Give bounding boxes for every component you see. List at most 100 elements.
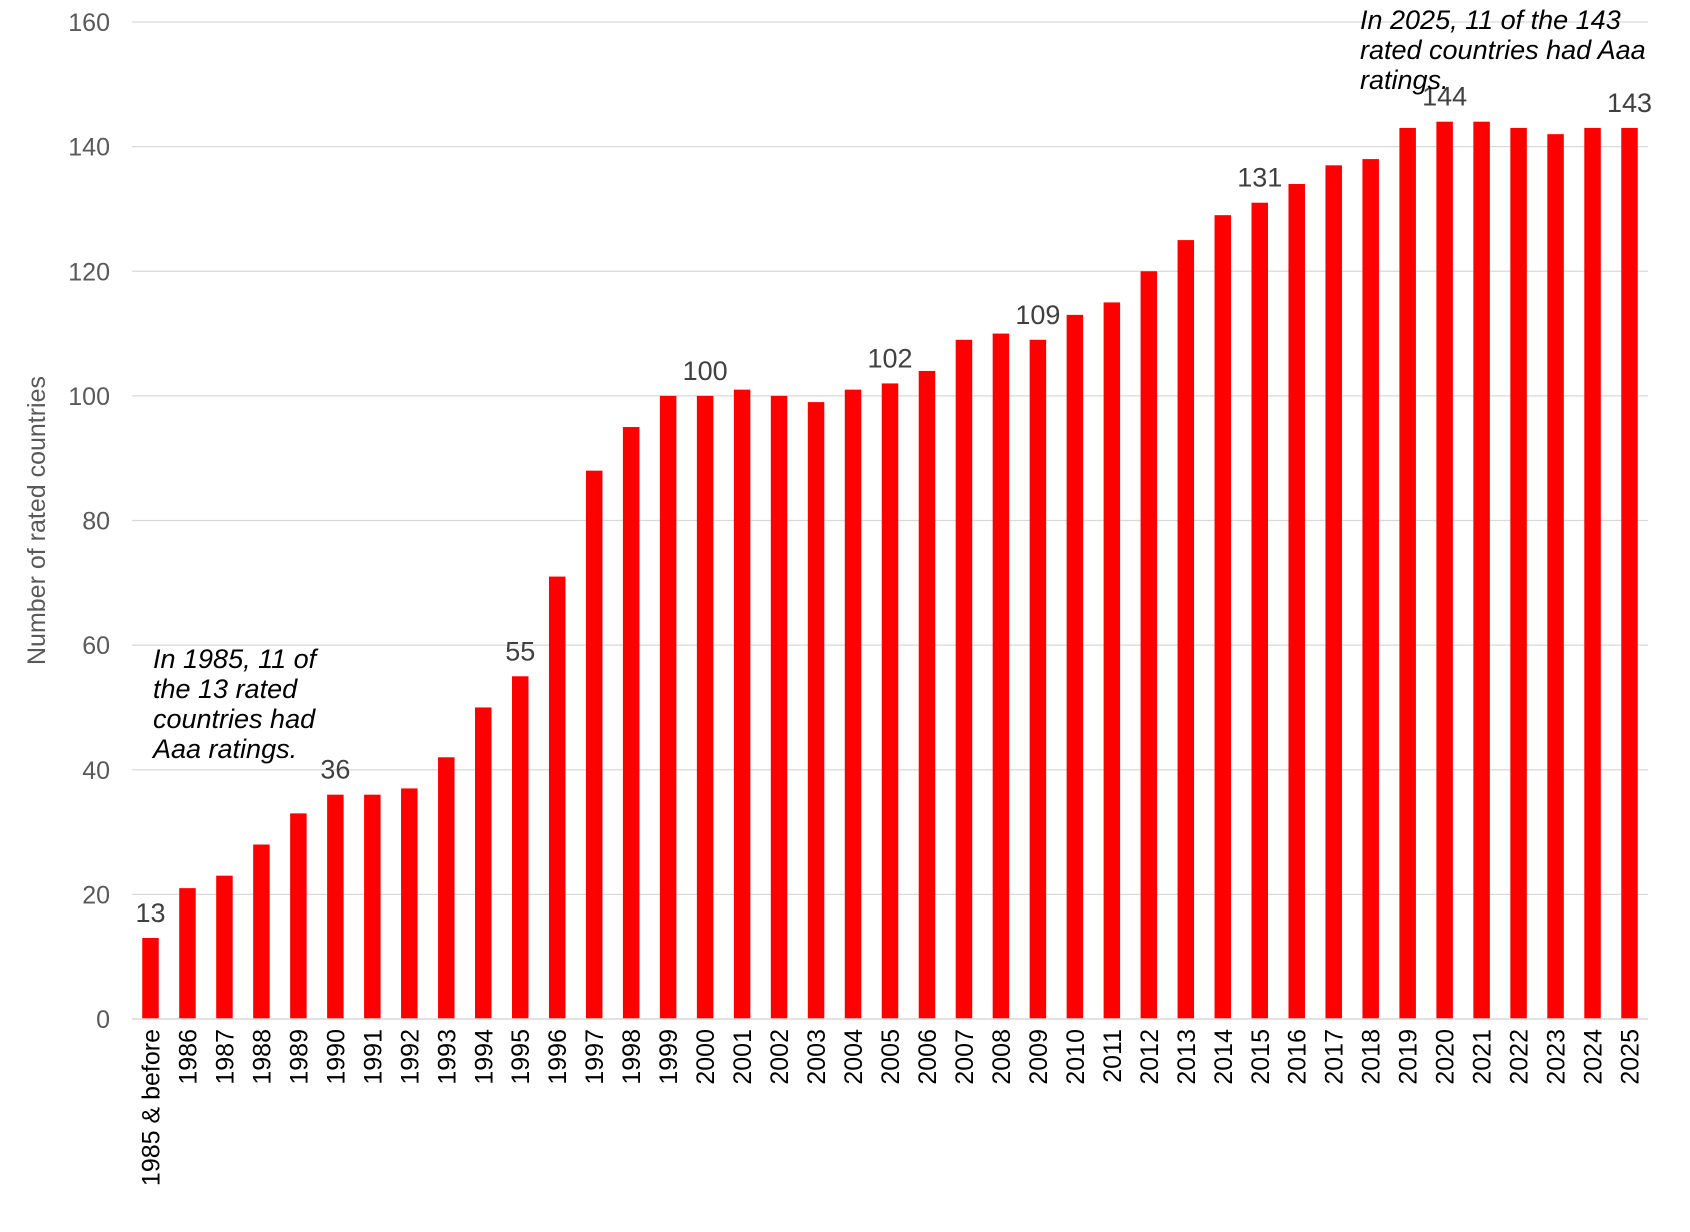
- annotation-line: ratings.: [1360, 65, 1449, 95]
- data-label: 102: [867, 343, 912, 373]
- x-tick-label: 2016: [1284, 1029, 1312, 1085]
- x-tick-label: 1989: [285, 1029, 313, 1085]
- x-tick-label: 2012: [1136, 1029, 1164, 1085]
- bar: [844, 389, 862, 1019]
- x-tick-label: 2010: [1062, 1029, 1090, 1085]
- annotation-line: Aaa ratings.: [151, 734, 297, 764]
- x-tick-label: 2013: [1173, 1029, 1201, 1085]
- x-tick-label: 2025: [1617, 1029, 1645, 1085]
- x-tick-label: 2006: [914, 1029, 942, 1085]
- x-tick-label: 2023: [1543, 1029, 1571, 1085]
- x-tick-label: 2007: [951, 1029, 979, 1085]
- bar: [253, 844, 270, 1019]
- data-label: 109: [1015, 300, 1060, 330]
- x-tick-label: 1999: [655, 1029, 683, 1085]
- x-tick-label: 1997: [581, 1029, 609, 1085]
- annotation-line: In 2025, 11 of the 143: [1360, 5, 1621, 35]
- bar: [1140, 271, 1158, 1019]
- x-tick-label: 2017: [1321, 1029, 1349, 1085]
- bar: [290, 813, 307, 1019]
- x-tick-label: 2008: [988, 1029, 1016, 1085]
- x-tick-label: 2002: [766, 1029, 794, 1085]
- bar: [1362, 159, 1379, 1019]
- bar: [1325, 165, 1342, 1020]
- x-tick-label: 2009: [1025, 1029, 1053, 1085]
- x-tick-label: 2021: [1469, 1029, 1497, 1085]
- y-tick-label: 160: [68, 9, 110, 37]
- bar: [1288, 184, 1305, 1019]
- bar: [1436, 121, 1453, 1019]
- x-tick-label: 1993: [433, 1029, 461, 1085]
- bar: [216, 875, 233, 1019]
- bar: [179, 888, 196, 1019]
- x-tick-label: 1995: [507, 1029, 535, 1085]
- bar: [622, 427, 640, 1019]
- x-tick-label: 2020: [1432, 1029, 1460, 1085]
- bar: [1103, 302, 1121, 1019]
- x-tick-label: 2011: [1099, 1029, 1127, 1083]
- y-tick-label: 0: [96, 1006, 110, 1034]
- bar: [696, 395, 714, 1019]
- y-tick-label: 20: [82, 881, 110, 909]
- y-tick-label: 60: [82, 632, 110, 660]
- x-tick-label: 2022: [1506, 1029, 1534, 1085]
- data-label: 100: [683, 356, 728, 386]
- x-tick-label: 1988: [248, 1029, 276, 1085]
- bar: [1510, 127, 1527, 1019]
- bar: [1621, 127, 1638, 1019]
- data-label: 143: [1607, 88, 1652, 118]
- bar: [881, 383, 899, 1020]
- bar: [327, 794, 344, 1019]
- bar: [1399, 127, 1416, 1019]
- bar: [1547, 134, 1564, 1020]
- bar: [548, 576, 566, 1019]
- x-tick-label: 2000: [692, 1029, 720, 1085]
- bar: [585, 470, 603, 1019]
- bar: [438, 757, 455, 1019]
- x-tick-label: 2003: [803, 1029, 831, 1085]
- data-label: 55: [505, 636, 535, 666]
- bar: [364, 794, 381, 1019]
- bar: [733, 389, 751, 1019]
- y-tick-label: 80: [82, 508, 110, 536]
- bar: [992, 333, 1010, 1019]
- bar: [1473, 121, 1490, 1019]
- x-tick-label: 2001: [729, 1029, 757, 1085]
- x-tick-label: 2024: [1580, 1029, 1608, 1085]
- bars: [142, 121, 1638, 1020]
- bar: [401, 788, 418, 1019]
- annotation-line: rated countries had Aaa: [1360, 35, 1646, 65]
- x-tick-label: 2004: [840, 1029, 868, 1085]
- x-tick-label: 1998: [618, 1029, 646, 1085]
- x-tick-label: 1985 & before: [137, 1029, 165, 1186]
- x-tick-label: 1996: [544, 1029, 572, 1085]
- y-tick-label: 140: [68, 134, 110, 162]
- x-tick-label: 1991: [359, 1029, 387, 1085]
- y-tick-label: 100: [68, 383, 110, 411]
- bar: [659, 395, 677, 1019]
- annotation-2025: In 2025, 11 of the 143 rated countries ha…: [1360, 5, 1646, 95]
- data-labels: 13 36 55 100 102 109 131 144 143: [135, 82, 1652, 928]
- x-tick-label: 1992: [396, 1029, 424, 1085]
- bar: [1214, 215, 1232, 1019]
- x-tick-label: 1987: [211, 1029, 239, 1085]
- y-axis-ticks: 0 20 40 60 80 100 120 140 160: [68, 9, 110, 1034]
- annotation-line: In 1985, 11 of: [153, 644, 319, 674]
- bar: [1029, 339, 1047, 1019]
- annotation-1985: In 1985, 11 of the 13 rated countries had A…: [151, 644, 319, 764]
- bar: [955, 339, 973, 1019]
- bar: [1066, 314, 1084, 1019]
- annotation-line: countries had: [153, 704, 316, 734]
- bar: [1251, 202, 1269, 1020]
- data-label: 144: [1422, 82, 1467, 112]
- y-axis-label: Number of rated countries: [23, 376, 51, 665]
- bar: [511, 676, 529, 1019]
- x-tick-label: 2005: [877, 1029, 905, 1085]
- bar: [770, 395, 788, 1019]
- y-tick-label: 40: [82, 757, 110, 785]
- bar: [807, 402, 825, 1019]
- data-label: 36: [320, 755, 350, 785]
- bar: [142, 937, 159, 1019]
- x-tick-label: 2019: [1395, 1029, 1423, 1085]
